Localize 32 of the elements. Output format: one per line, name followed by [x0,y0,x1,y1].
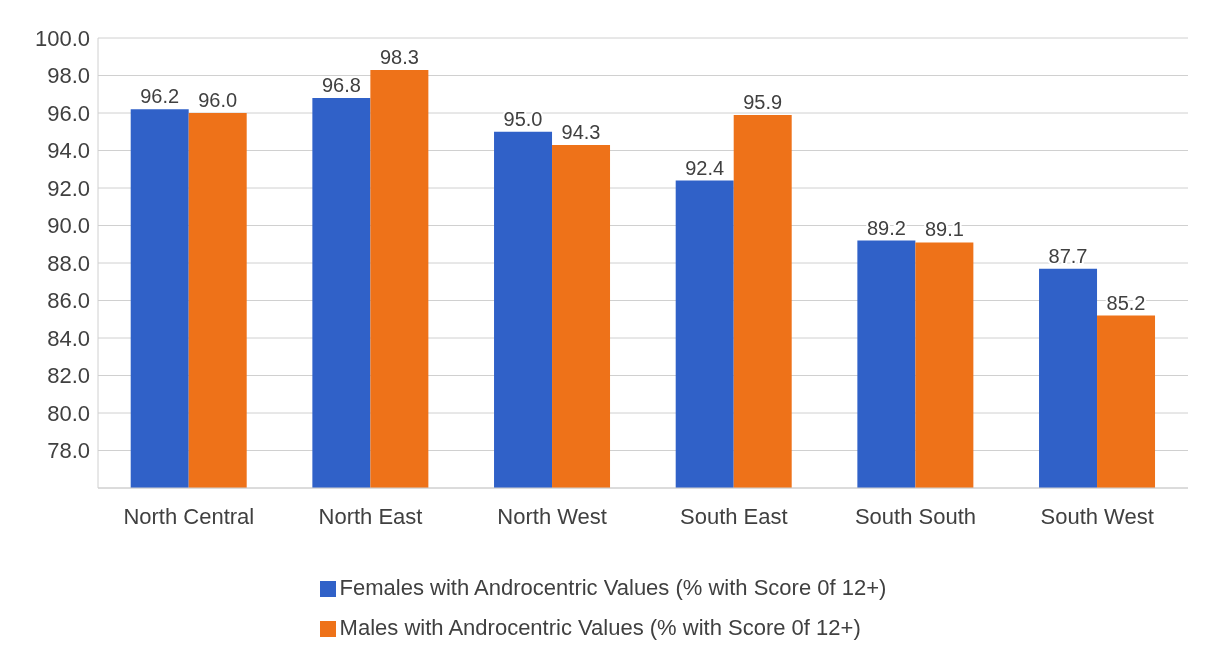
data-label: 98.3 [379,45,419,68]
y-tick-label: 90.0 [47,213,90,239]
x-tick-label: North West [497,503,607,529]
y-tick-label: 84.0 [47,325,90,351]
x-tick-label: North East [318,503,423,529]
data-label: 96.8 [321,74,361,96]
y-tick-label: 86.0 [47,288,90,314]
y-tick-label: 80.0 [47,400,90,426]
data-label: 94.3 [561,120,601,143]
data-label: 96.2 [140,85,180,108]
x-tick-label: South South [854,503,977,529]
x-tick-label: South West [1040,503,1154,529]
data-label: 96.0 [198,89,238,111]
y-tick-label: 82.0 [47,363,90,389]
y-tick-label: 98.0 [47,63,90,89]
y-tick-label: 88.0 [47,250,90,276]
data-label: 89.2 [866,216,906,239]
data-label: 92.4 [685,156,725,179]
x-tick-label: North Central [123,503,255,529]
data-label: 95.0 [503,107,543,130]
y-tick-label: 96.0 [47,100,90,126]
y-tick-label: 78.0 [47,438,90,464]
legend-label: Males with Androcentric Values (% with Score 0f 12+) [339,615,861,640]
y-tick-label: 100.0 [34,25,90,51]
data-label: 85.2 [1106,291,1146,314]
data-label: 87.7 [1048,244,1088,267]
legend-label: Females with Androcentric Values (% with Score 0f 12+) [339,575,887,600]
x-tick-label: South East [680,503,788,529]
y-tick-label: 92.0 [47,175,90,201]
data-label: 89.1 [924,218,964,241]
data-label: 95.9 [743,90,783,113]
y-tick-label: 94.0 [47,138,90,164]
